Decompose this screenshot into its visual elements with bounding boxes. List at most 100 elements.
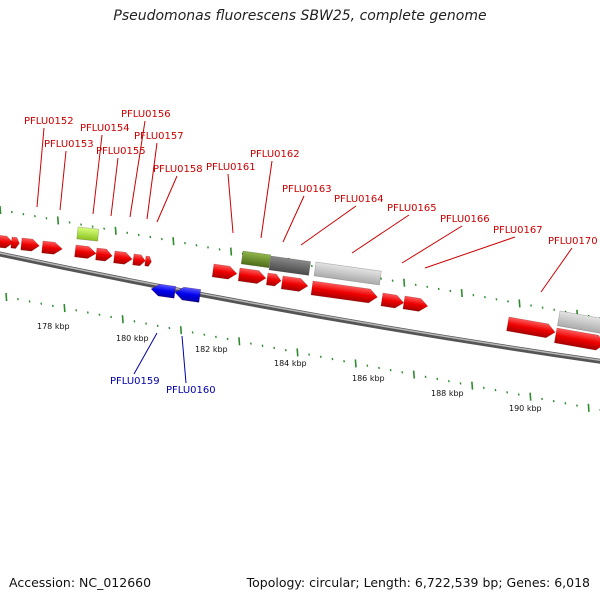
lower-minor-tick [541,397,544,401]
upper-minor-tick [45,217,48,220]
gene-label-pflu0164: PFLU0164 [334,194,384,205]
lower-minor-tick [214,335,217,339]
lower-minor-tick [459,382,462,385]
lower-minor-tick [28,300,31,303]
lower-major-tick [5,292,8,302]
lower-minor-tick [308,353,311,356]
lower-major-tick [296,348,299,357]
lower-minor-tick [249,342,252,345]
leader-line [181,335,187,384]
gene-label-pflu0159: PFLU0159 [110,376,160,387]
upper-major-tick [518,299,521,308]
upper-minor-tick [414,283,417,286]
genome-title: Pseudomonas fluorescens SBW25, complete … [113,8,487,24]
gene-label-pflu0158: PFLU0158 [153,164,203,175]
lower-minor-tick [506,391,509,394]
lower-major-tick [412,370,416,379]
upper-minor-tick [126,231,129,235]
gene-arrow-forward [380,292,405,309]
gene-arrow-reverse [174,286,202,303]
lower-minor-tick [98,313,101,316]
lower-minor-tick [16,298,19,301]
lower-major-tick [354,359,357,368]
lower-major-tick [529,392,532,401]
lower-minor-tick [191,331,194,334]
lower-minor-tick [482,386,485,390]
feature-dark-gray [268,255,311,276]
pseudogene-olive [240,250,272,269]
upper-minor-tick [472,293,475,297]
upper-minor-tick [218,248,221,251]
genome-backbone-highlight [0,252,600,362]
lower-minor-tick [517,393,520,396]
gene-label-pflu0156: PFLU0156 [121,109,171,120]
leader-line [401,225,463,264]
upper-minor-tick [507,300,509,303]
gene-arrow-forward [0,234,14,249]
leader-line [300,205,357,246]
leader-line [59,150,67,211]
lower-major-tick [471,381,474,390]
genome-summary: Topology: circular; Length: 6,722,539 bp… [246,575,590,590]
lower-minor-tick [447,379,450,383]
lower-minor-tick [168,326,171,330]
scale-label: 180 kbp [116,334,149,343]
lower-minor-tick [51,304,54,308]
leader-line [540,247,573,293]
upper-minor-tick [10,210,13,214]
upper-minor-tick [22,212,25,216]
scale-label: 182 kbp [195,345,228,354]
upper-tick-ruler [0,205,600,320]
gene-arrow-forward [113,250,133,265]
lower-minor-tick [343,360,346,363]
upper-minor-tick [91,225,94,228]
gene-arrow-forward [132,253,146,267]
gene-arrow-forward [74,244,97,259]
feature-light-gray [313,261,382,286]
upper-major-tick [0,205,2,215]
gene-label-pflu0155: PFLU0155 [96,146,146,157]
lower-minor-tick [552,399,555,403]
lower-major-tick [587,403,590,412]
upper-minor-tick [103,227,106,230]
feature-light-gray [557,310,600,335]
gene-label-pflu0165: PFLU0165 [387,203,437,214]
gene-arrow-forward [402,295,429,312]
leader-line [133,332,158,375]
lower-minor-tick [284,348,287,352]
lower-minor-tick [75,309,78,312]
leader-line [129,120,146,218]
gene-label-pflu0163: PFLU0163 [282,184,332,195]
leader-line [260,160,273,239]
lower-major-tick [63,304,66,313]
lower-minor-tick [401,371,404,374]
gene-label-pflu0167: PFLU0167 [493,225,543,236]
scale-label: 188 kbp [431,389,464,398]
gene-arrow-reverse [150,283,177,299]
lower-minor-tick [110,315,113,319]
lower-minor-tick [494,388,497,392]
lower-minor-tick [436,377,439,381]
upper-minor-tick [195,244,198,247]
leader-line [424,236,516,269]
upper-minor-tick [68,221,71,224]
lower-minor-tick [86,311,89,314]
leader-line [36,127,45,208]
upper-major-tick [229,247,233,256]
upper-major-tick [460,289,463,298]
gene-arrow-forward [211,263,238,280]
upper-minor-tick [483,296,486,299]
gene-label-pflu0154: PFLU0154 [80,123,130,134]
gene-arrow-forward [554,327,600,351]
gene-label-pflu0160: PFLU0160 [166,385,216,396]
leader-line [92,134,103,215]
lower-minor-tick [389,368,392,372]
lower-minor-tick [145,322,148,325]
gene-arrow-forward [20,237,40,252]
scale-labels: 178 kbp 180 kbp 182 kbp 184 kbp 186 kbp 188 k… [37,322,542,413]
upper-minor-tick [437,287,440,291]
lower-minor-tick [40,302,43,305]
gene-label-pflu0157: PFLU0157 [134,131,184,142]
gene-labels: PFLU0152 PFLU0153 PFLU0154 PFLU0155 PFLU0156… [24,109,598,396]
